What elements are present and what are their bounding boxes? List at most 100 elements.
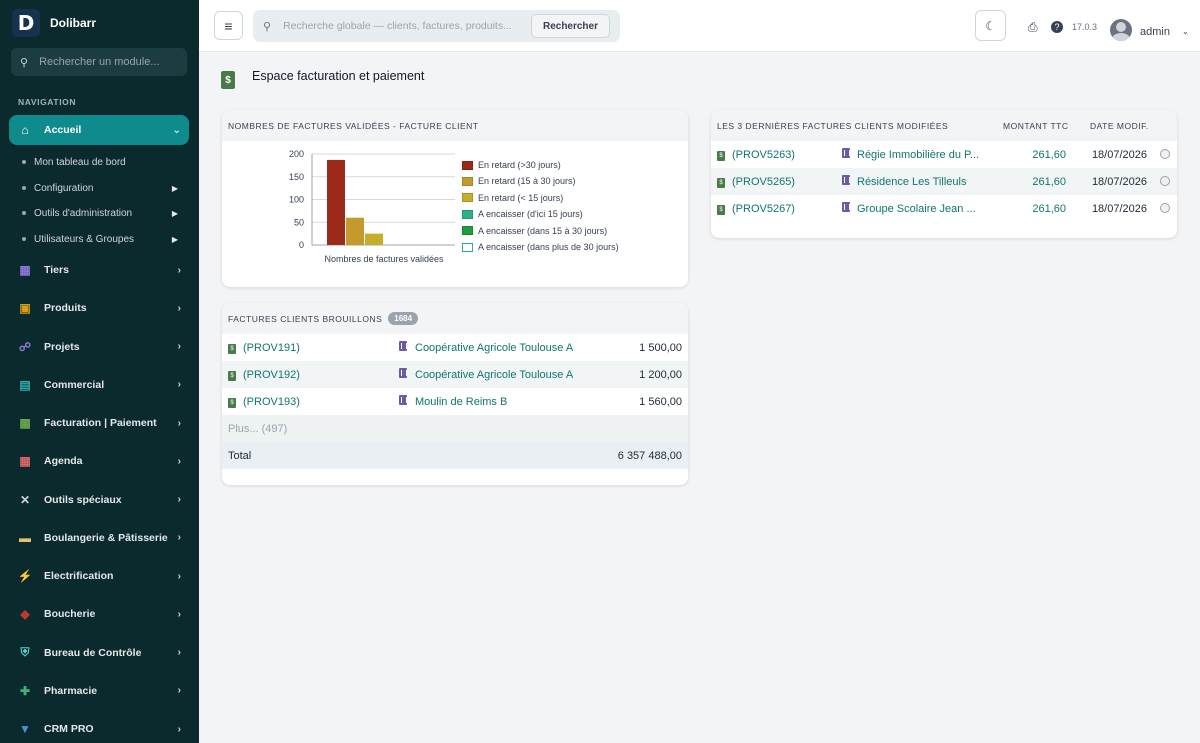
- card-header: Les 3 dernières factures clients modifié…: [711, 110, 1177, 141]
- customer-link[interactable]: Moulin de Reims B: [415, 395, 508, 408]
- y-tick-label: 50: [294, 217, 304, 227]
- col-header-date: Date modif.: [1090, 120, 1149, 131]
- bar-1: [327, 159, 345, 245]
- modified-date: 18/07/2026: [1091, 202, 1147, 215]
- briefcase-icon: ▤: [19, 377, 31, 392]
- total-label: Total: [228, 449, 252, 462]
- sidebar-item-label: Projets: [44, 340, 80, 353]
- validated-invoices-chart-card: Nombres de factures validées - facture c…: [222, 110, 688, 287]
- sidebar-item-boucherie[interactable]: ◆ Boucherie ›: [9, 599, 189, 629]
- project-icon: ☍: [18, 339, 32, 354]
- invoice-ref-link[interactable]: (PROV192): [243, 368, 300, 381]
- invoice-icon: $: [228, 395, 236, 408]
- user-name[interactable]: admin: [1140, 26, 1170, 38]
- search-button[interactable]: Rechercher: [530, 14, 610, 38]
- cross-icon: ✚: [19, 683, 31, 698]
- invoice-ref-link[interactable]: (PROV193): [243, 395, 300, 408]
- customer-link[interactable]: Résidence Les Tilleuls: [857, 175, 967, 188]
- more-link[interactable]: Plus... (497): [222, 415, 688, 442]
- invoice-ref-link[interactable]: (PROV5265): [732, 175, 795, 188]
- chevron-down-icon[interactable]: ⌄: [1182, 27, 1189, 36]
- sidebar-item-boulangerie-p-tisserie[interactable]: ▬ Boulangerie & Pâtisserie ›: [9, 523, 189, 553]
- table-row: $ (PROV191) Coopérative Agricole Toulouse …: [222, 334, 688, 361]
- legend-item: A encaisser (dans 15 à 30 jours): [462, 226, 607, 236]
- sidebar: D Dolibarr ⚲ Rechercher un module... NAV…: [0, 0, 199, 743]
- dolibarr-logo-icon: D: [12, 9, 40, 37]
- sidebar-item-produits[interactable]: ▣ Produits ›: [9, 293, 189, 323]
- bullet-icon: [22, 186, 26, 190]
- sidebar-subitem[interactable]: Utilisateurs & Groupes ▶: [22, 230, 182, 248]
- module-search-input[interactable]: ⚲ Rechercher un module...: [11, 48, 187, 76]
- sidebar-item-electrification[interactable]: ⚡ Electrification ›: [9, 561, 189, 591]
- menu-toggle-button[interactable]: ≡: [214, 11, 243, 40]
- dark-mode-button[interactable]: ☾: [975, 10, 1006, 41]
- customer-link[interactable]: Coopérative Agricole Toulouse A: [415, 368, 574, 381]
- legend-label: A encaisser (dans 15 à 30 jours): [478, 225, 608, 236]
- card-header: Factures clients brouillons 1684: [222, 303, 688, 334]
- sidebar-subitem[interactable]: Mon tableau de bord: [22, 153, 182, 171]
- invoice-ref-link[interactable]: (PROV191): [243, 341, 300, 354]
- card-title: Les 3 dernières factures clients modifié…: [717, 120, 949, 131]
- customer-link[interactable]: Régie Immobilière du P...: [857, 148, 980, 161]
- table-row: $ (PROV193) Moulin de Reims B 1 560,00: [222, 388, 688, 415]
- sidebar-item-projets[interactable]: ☍ Projets ›: [9, 332, 189, 362]
- sidebar-item-label: Commercial: [44, 378, 105, 391]
- sidebar-item-agenda[interactable]: ▦ Agenda ›: [9, 446, 189, 476]
- bullet-icon: [22, 237, 26, 241]
- more-label: Plus... (497): [228, 422, 288, 435]
- building-icon: [399, 395, 407, 408]
- version-label: 17.0.3: [1072, 22, 1098, 32]
- invoice-icon: $: [228, 368, 236, 381]
- sidebar-item-bureau-de-contr-le[interactable]: ⛨ Bureau de Contrôle ›: [9, 638, 189, 668]
- table-row: $ (PROV5263) Régie Immobilière du P... 261,…: [711, 141, 1177, 168]
- chevron-right-icon: ›: [177, 302, 181, 314]
- status-icon: [1160, 176, 1170, 186]
- help-icon[interactable]: ?: [1051, 21, 1063, 33]
- sidebar-item-outils-sp-ciaux[interactable]: ✕ Outils spéciaux ›: [9, 485, 189, 515]
- customer-link[interactable]: Groupe Scolaire Jean ...: [857, 202, 976, 215]
- customer-link[interactable]: Coopérative Agricole Toulouse A: [415, 341, 574, 354]
- legend-item: En retard (>30 jours): [462, 160, 561, 170]
- card-title: Nombres de factures validées - facture c…: [222, 110, 688, 141]
- bar-2: [346, 217, 364, 245]
- sidebar-item-label: Boulangerie & Pâtisserie: [44, 531, 168, 544]
- recent-invoices-card: Les 3 dernières factures clients modifié…: [711, 110, 1177, 238]
- sidebar-item-pharmacie[interactable]: ✚ Pharmacie ›: [9, 676, 189, 706]
- sidebar-item-label: Accueil: [44, 124, 82, 136]
- calendar-icon: ▦: [19, 454, 31, 469]
- sidebar-item-tiers[interactable]: ▦ Tiers ›: [9, 255, 189, 285]
- sidebar-subitem[interactable]: Configuration ▶: [22, 179, 182, 197]
- invoice-icon: $: [228, 341, 236, 354]
- sidebar-subitem-label: Configuration: [34, 182, 94, 194]
- chevron-right-icon: ›: [177, 685, 181, 697]
- invoice-ref-link[interactable]: (PROV5263): [732, 148, 795, 161]
- sidebar-item-crm-pro[interactable]: ▼ CRM PRO ›: [9, 714, 189, 743]
- avatar[interactable]: [1110, 19, 1132, 41]
- caret-right-icon: ▶: [171, 183, 178, 193]
- print-icon[interactable]: ⎙: [1028, 20, 1038, 34]
- search-icon: ⚲: [20, 56, 29, 69]
- module-search-placeholder: Rechercher un module...: [39, 56, 160, 68]
- bread-icon: ▬: [19, 530, 31, 545]
- sidebar-item-commercial[interactable]: ▤ Commercial ›: [9, 370, 189, 400]
- moon-icon: ☾: [985, 18, 996, 33]
- invoice-ref-link[interactable]: (PROV5267): [732, 202, 795, 215]
- brand[interactable]: D Dolibarr: [12, 9, 96, 37]
- building-icon: [842, 148, 850, 161]
- chevron-right-icon: ›: [177, 264, 181, 276]
- legend-item: En retard (< 15 jours): [462, 193, 563, 203]
- legend-label: A encaisser (dans plus de 30 jours): [478, 242, 619, 252]
- sidebar-item-facturation-paiement[interactable]: ▩ Facturation | Paiement ›: [9, 408, 189, 438]
- invoice-icon: $: [221, 71, 235, 89]
- sidebar-item-label: Tiers: [44, 264, 69, 276]
- funnel-icon: ▼: [19, 722, 31, 736]
- legend-label: En retard (>30 jours): [478, 160, 561, 170]
- legend-label: En retard (15 à 30 jours): [478, 176, 576, 187]
- chevron-right-icon: ›: [177, 417, 181, 429]
- box-icon: ▣: [19, 301, 31, 316]
- sidebar-subitem[interactable]: Outils d'administration ▶: [22, 204, 182, 222]
- sidebar-item-accueil[interactable]: ⌂ Accueil ⌄: [9, 115, 189, 145]
- global-search-input[interactable]: Recherche globale — clients, factures, p…: [283, 20, 512, 32]
- chevron-down-icon: ⌄: [172, 124, 181, 136]
- building-icon: [399, 368, 407, 381]
